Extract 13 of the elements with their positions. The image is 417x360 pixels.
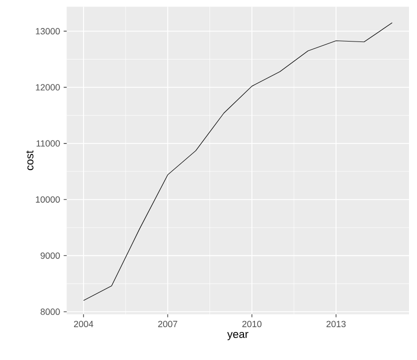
x-axis-title: year <box>227 332 248 340</box>
x-tick-label: 2004 <box>74 320 94 328</box>
y-tick-label: 8000 <box>40 308 60 315</box>
x-tick-label: 2013 <box>326 320 346 328</box>
y-axis-title: cost <box>26 150 34 170</box>
x-tick-label: 2007 <box>158 320 178 328</box>
line-series <box>83 22 392 301</box>
y-tick-label: 10000 <box>36 196 60 203</box>
y-tick-label: 13000 <box>36 28 60 34</box>
y-tick-label: 12000 <box>36 84 60 90</box>
y-tick-label: 11000 <box>36 140 60 147</box>
x-tick-label: 2010 <box>242 320 262 328</box>
y-tick-label: 9000 <box>40 252 60 259</box>
